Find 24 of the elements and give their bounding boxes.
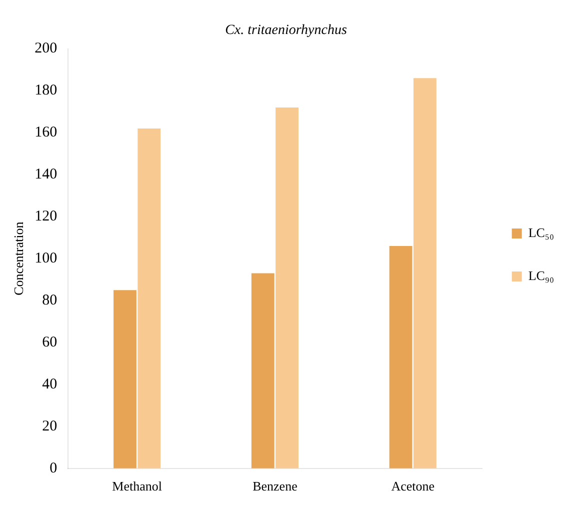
y-tick-label: 120 (34, 208, 58, 225)
x-tick-label: Acetone (391, 478, 435, 494)
y-tick-label: 0 (50, 460, 58, 476)
y-tick-label: 180 (34, 82, 58, 99)
bar (251, 273, 274, 468)
x-tick-label: Benzene (252, 478, 298, 494)
bar (138, 128, 161, 468)
y-tick-label: 60 (42, 334, 58, 350)
x-tick-label: Methanol (112, 478, 162, 494)
bar (276, 108, 298, 468)
bar (389, 246, 412, 468)
y-tick-label: 140 (34, 166, 58, 183)
bar (413, 78, 436, 468)
y-tick-label: 200 (34, 40, 58, 57)
legend-label: LC₉₀ (528, 268, 554, 283)
y-tick-label: 100 (34, 250, 58, 267)
legend-label: LC₅₀ (528, 224, 554, 240)
y-axis-title: Concentration (11, 221, 26, 296)
y-tick-label: 40 (42, 376, 58, 392)
y-tick-label: 160 (34, 124, 58, 141)
chart-title: Cx. tritaeniorhynchus (225, 23, 348, 38)
y-tick-label: 80 (42, 292, 58, 308)
y-tick-label: 20 (42, 418, 58, 434)
bar (114, 290, 136, 468)
